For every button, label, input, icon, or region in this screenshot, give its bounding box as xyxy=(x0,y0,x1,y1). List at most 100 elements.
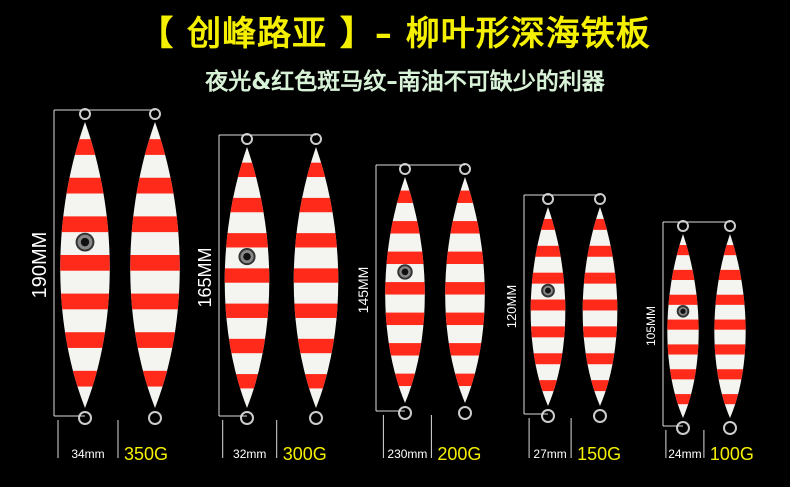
zebra-stripes xyxy=(667,245,699,405)
red-stripe xyxy=(60,293,110,310)
width-label: 24mm xyxy=(668,447,701,461)
red-stripe xyxy=(530,380,566,392)
jig-lure xyxy=(224,133,270,425)
split-ring-icon xyxy=(593,409,607,423)
width-label: 34mm xyxy=(71,447,104,461)
length-label: 145MM xyxy=(355,267,371,314)
red-stripe xyxy=(530,272,566,284)
split-ring-icon xyxy=(149,108,161,120)
red-stripe xyxy=(385,221,425,234)
split-ring-icon xyxy=(79,108,91,120)
split-ring-icon xyxy=(676,421,690,435)
width-label: 32mm xyxy=(233,447,266,461)
banner-title: 【 创峰路亚 】– 柳叶形深海铁板 xyxy=(139,14,651,54)
lure-eye-pupil xyxy=(243,252,251,261)
red-stripe xyxy=(530,353,566,365)
red-stripe xyxy=(60,139,110,155)
weight-label: 100G xyxy=(710,444,754,464)
split-ring-icon xyxy=(399,163,411,175)
split-ring-icon xyxy=(240,411,254,425)
red-stripe xyxy=(714,369,746,380)
red-stripe xyxy=(60,332,110,348)
red-stripe xyxy=(667,245,699,256)
red-stripe xyxy=(582,353,618,365)
red-stripe xyxy=(445,190,485,203)
zebra-stripes xyxy=(582,218,618,392)
weight-label: 200G xyxy=(437,444,481,464)
red-stripe xyxy=(445,282,485,295)
red-stripe xyxy=(385,190,425,203)
weight-label: 350G xyxy=(124,444,168,464)
red-stripe xyxy=(445,251,485,265)
split-ring-icon xyxy=(677,220,689,232)
red-stripe xyxy=(130,370,180,387)
product-group: 145MM 230mm 200G xyxy=(355,163,485,464)
red-stripe xyxy=(293,197,339,213)
jig-lure xyxy=(445,163,485,420)
red-stripe xyxy=(60,216,110,233)
red-stripe xyxy=(60,177,110,194)
split-ring-icon xyxy=(724,220,736,232)
red-stripe xyxy=(667,394,699,405)
red-stripe xyxy=(385,312,425,326)
lure-eye-pupil xyxy=(80,237,90,247)
red-stripe xyxy=(224,268,270,283)
zebra-stripes xyxy=(530,218,566,392)
lure-eye-pupil xyxy=(680,308,686,314)
red-stripe xyxy=(667,344,699,355)
banner-subtitle: 夜光&红色斑马纹–南油不可缺少的利器 xyxy=(205,69,605,95)
red-stripe xyxy=(667,294,699,305)
jig-lure xyxy=(667,220,699,435)
length-label: 165MM xyxy=(195,247,215,307)
split-ring-icon xyxy=(458,406,472,420)
red-stripe xyxy=(714,344,746,355)
red-stripe xyxy=(667,319,699,330)
red-stripe xyxy=(224,338,270,354)
red-stripe xyxy=(530,218,566,230)
jig-lure xyxy=(530,193,566,423)
red-stripe xyxy=(530,245,566,257)
red-stripe xyxy=(385,373,425,387)
jig-lure xyxy=(714,220,746,435)
red-stripe xyxy=(293,374,339,389)
split-ring-icon xyxy=(78,411,92,425)
split-ring-icon xyxy=(148,411,162,425)
split-ring-icon xyxy=(309,411,323,425)
split-ring-icon xyxy=(723,421,737,435)
red-stripe xyxy=(60,370,110,387)
red-stripe xyxy=(445,312,485,326)
red-stripe xyxy=(582,326,618,338)
red-stripe xyxy=(60,254,110,271)
red-stripe xyxy=(385,251,425,265)
product-group: 165MM 32mm 300G xyxy=(195,133,339,464)
width-label: 27mm xyxy=(533,447,566,461)
red-stripe xyxy=(385,343,425,356)
red-stripe xyxy=(130,332,180,348)
red-stripe xyxy=(224,162,270,178)
red-stripe xyxy=(130,177,180,194)
red-stripe xyxy=(224,233,270,248)
red-stripe xyxy=(130,293,180,310)
red-stripe xyxy=(714,294,746,305)
red-stripe xyxy=(530,299,566,311)
product-group: 120MM 27mm 150G xyxy=(504,193,621,464)
red-stripe xyxy=(293,162,339,178)
weight-label: 300G xyxy=(283,444,327,464)
split-ring-icon xyxy=(398,406,412,420)
split-ring-icon xyxy=(459,163,471,175)
length-label: 120MM xyxy=(504,285,519,328)
length-label: 190MM xyxy=(29,232,51,299)
width-label: 230mm xyxy=(387,447,427,461)
red-stripe xyxy=(224,374,270,389)
red-stripe xyxy=(224,197,270,213)
zebra-stripes xyxy=(714,245,746,405)
lure-eye-pupil xyxy=(401,268,409,276)
red-stripe xyxy=(224,303,270,318)
jig-lure xyxy=(293,133,339,425)
red-stripe xyxy=(293,303,339,318)
red-stripe xyxy=(130,254,180,271)
red-stripe xyxy=(582,245,618,257)
split-ring-icon xyxy=(542,193,554,205)
red-stripe xyxy=(582,380,618,392)
